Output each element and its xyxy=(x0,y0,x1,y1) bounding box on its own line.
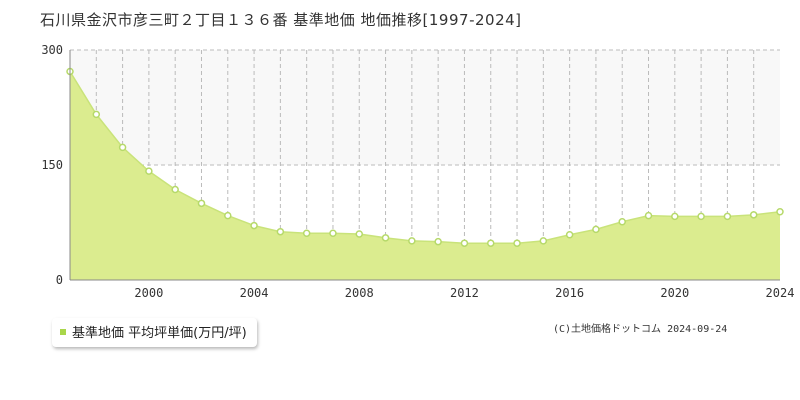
data-point xyxy=(145,167,153,175)
data-point xyxy=(486,239,495,247)
x-tick-label: 2012 xyxy=(450,286,479,300)
x-tick-label: 2008 xyxy=(345,286,374,300)
y-tick-label: 300 xyxy=(41,43,63,57)
series-line xyxy=(69,71,781,244)
data-point xyxy=(302,229,311,237)
data-point xyxy=(671,212,679,221)
y-tick-label: 0 xyxy=(56,273,63,287)
data-point xyxy=(539,237,548,245)
data-point xyxy=(329,229,337,237)
data-point xyxy=(697,212,705,221)
y-tick-labels: 0 150 300 xyxy=(41,43,63,287)
x-tick-label: 2000 xyxy=(134,286,163,300)
data-point xyxy=(460,239,469,247)
data-point xyxy=(618,217,626,226)
x-tick-label: 2020 xyxy=(660,286,689,300)
area-series xyxy=(69,71,781,280)
upper-band-rect xyxy=(70,50,780,165)
x-tick-label: 2024 xyxy=(766,286,795,300)
data-point xyxy=(118,143,127,152)
data-point xyxy=(92,110,101,119)
data-point xyxy=(434,237,442,246)
data-point xyxy=(749,211,758,219)
data-point xyxy=(276,227,285,236)
upper-band xyxy=(70,50,780,165)
legend: 基準地価 平均坪単価(万円/坪) xyxy=(52,318,257,347)
x-tick-labels: 2000 2004 2008 2012 2016 2020 2024 xyxy=(134,286,794,300)
x-tick-label: 2016 xyxy=(555,286,584,300)
axes xyxy=(69,50,780,281)
data-point xyxy=(644,211,653,220)
data-points xyxy=(66,67,784,247)
y-tick-label: 150 xyxy=(41,158,63,172)
data-point xyxy=(355,230,364,238)
data-point xyxy=(171,185,179,194)
data-point xyxy=(408,237,416,245)
data-point xyxy=(723,212,732,221)
chart-title: 石川県金沢市彦三町２丁目１３６番 基準地価 地価推移[1997-2024] xyxy=(40,11,522,29)
legend-label: 基準地価 平均坪単価(万円/坪) xyxy=(72,326,247,341)
copyright-text: (C)土地価格ドットコム 2024-09-24 xyxy=(553,324,728,335)
data-point xyxy=(224,211,232,220)
data-point xyxy=(592,225,600,234)
data-point xyxy=(513,239,521,247)
data-point xyxy=(776,208,784,216)
data-point xyxy=(381,234,390,242)
data-point xyxy=(250,221,258,230)
x-tick-label: 2004 xyxy=(240,286,269,300)
legend-swatch xyxy=(60,328,66,335)
data-point xyxy=(197,199,206,208)
data-point xyxy=(565,231,574,239)
